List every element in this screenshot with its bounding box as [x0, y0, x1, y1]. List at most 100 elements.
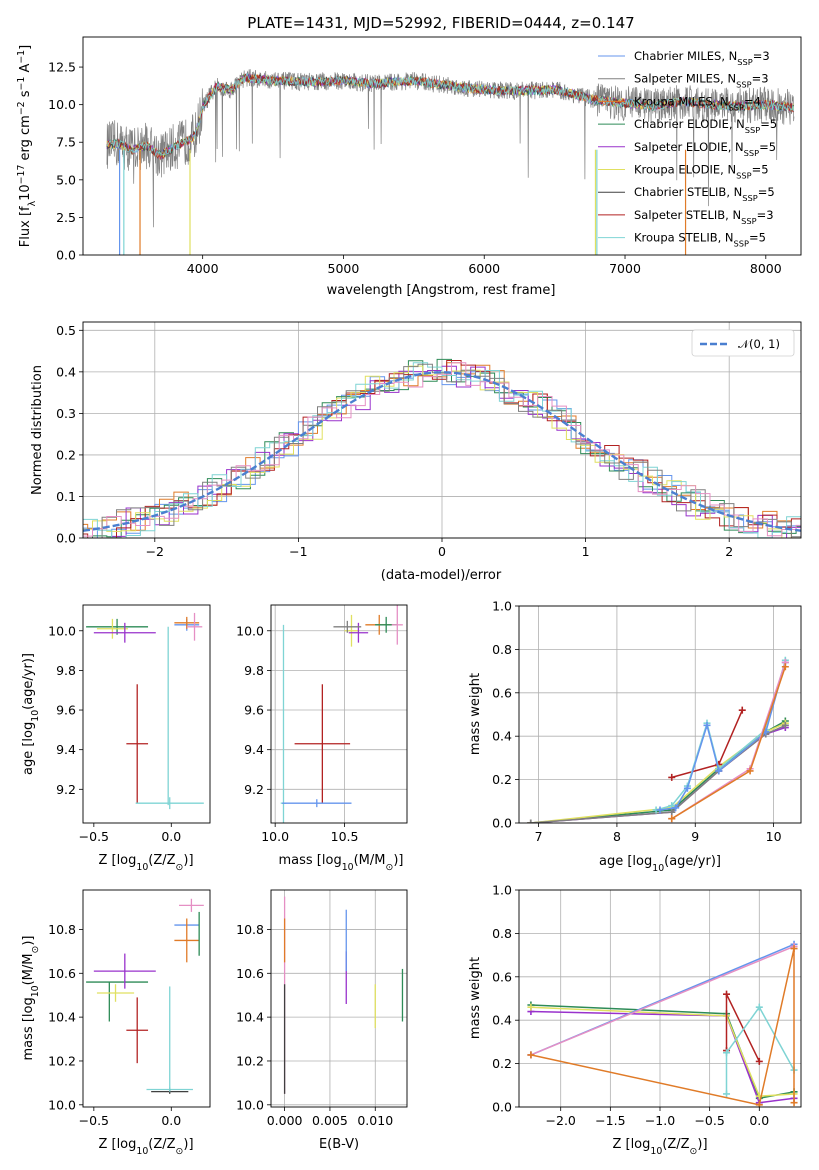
y-tick-label: 0.0: [56, 248, 76, 263]
legend-entry: Kroupa STELIB, NSSP=5: [634, 231, 766, 249]
series-marker: [672, 804, 680, 812]
x-tick-label: 4000: [187, 261, 219, 276]
y-tick-label: 10.2: [48, 1053, 76, 1068]
residual-histogram-panel: −2 −1 0 1 2 0.0 0.1 0.2 0.3 0.4 0.5: [56, 321, 802, 559]
axes-frame: [82, 36, 802, 256]
data-point: [96, 618, 128, 639]
series-line: [530, 724, 786, 823]
series-marker: [723, 1090, 731, 1098]
x-tick-label: 10.5: [331, 829, 359, 844]
y-axis-label: Flux [fλ10−17 erg cm−2 s−1 A−1]: [16, 45, 38, 247]
x-axis-label: Z [log10(Z/Z⊙)]: [612, 1137, 707, 1157]
data-point: [174, 918, 200, 963]
age-vs-metallicity-panel: −0.5 0.0 9.2 9.4 9.6 9.8 10.0: [48, 604, 211, 844]
axes-frame: [518, 889, 802, 1108]
y-tick-label: 0.6: [492, 969, 512, 984]
data-point: [348, 622, 369, 643]
x-tick-label: −0.5: [79, 829, 109, 844]
x-tick-label: 10.0: [261, 829, 289, 844]
series-marker: [781, 663, 789, 671]
axes-frame: [270, 604, 408, 824]
series-line: [725, 1005, 795, 1094]
gaussian-curve: [83, 371, 801, 532]
y-tick-label: 2.5: [56, 210, 76, 225]
data-point: [126, 997, 149, 1064]
y-axis-label: mass weight: [468, 673, 483, 755]
plot-area: [527, 656, 789, 823]
series: [723, 1003, 798, 1098]
series-marker: [790, 1099, 798, 1107]
y-tick-label: 10.4: [236, 1010, 264, 1025]
series: [527, 1001, 798, 1102]
model-spectrum: [106, 73, 795, 157]
series-marker: [746, 767, 754, 775]
x-tick-label: −1.5: [595, 1113, 625, 1128]
y-tick-label: 0.0: [492, 816, 512, 831]
y-tick-label: 9.4: [244, 742, 264, 757]
series-marker: [656, 806, 664, 814]
y-tick-label: 10.0: [48, 1097, 76, 1112]
x-axis-label: Z [log10(Z/Z⊙)]: [98, 1137, 193, 1157]
axes-frame: [518, 605, 802, 824]
plot-area: [86, 612, 204, 810]
y-axis-label: mass [log10(M/M⊙)]: [21, 936, 41, 1061]
x-tick-label: 0.010: [357, 1113, 393, 1128]
x-tick-label: 0.0: [161, 1113, 181, 1128]
series-marker: [527, 819, 535, 823]
y-tick-label: 0.8: [492, 642, 512, 657]
histogram-series: [83, 362, 801, 537]
y-tick-label: 10.8: [236, 922, 264, 937]
age-vs-mass-panel: 10.0 10.5 9.2 9.4 9.6 9.8 10.0: [236, 604, 408, 844]
histogram-series: [83, 362, 801, 538]
data-point: [96, 984, 135, 1002]
data-point: [126, 684, 149, 804]
x-axis-label: E(B-V): [319, 1137, 359, 1152]
legend-entry: Salpeter STELIB, NSSP=3: [634, 208, 774, 226]
x-axis-label: (data-model)/error: [381, 568, 502, 583]
series: [527, 1003, 798, 1100]
y-tick-label: 9.2: [56, 782, 76, 797]
y-tick-label: 10.2: [236, 1053, 264, 1068]
series-marker: [668, 815, 676, 823]
x-tick-label: 0.0: [749, 1113, 769, 1128]
y-tick-label: 0.3: [56, 406, 76, 421]
legend-entry: 𝒩(0, 1): [738, 337, 780, 351]
y-tick-label: 12.5: [48, 60, 76, 75]
x-tick-label: 0.005: [312, 1113, 348, 1128]
series: [652, 656, 789, 814]
histogram-series: [83, 365, 801, 538]
series-line: [530, 948, 795, 1106]
y-tick-label: 9.6: [56, 703, 76, 718]
axes-frame: [270, 889, 408, 1108]
x-tick-label: −0.5: [79, 1113, 109, 1128]
x-tick-label: −1: [289, 544, 307, 559]
series-line: [530, 1010, 795, 1104]
y-tick-label: 0.0: [56, 531, 76, 546]
y-tick-label: 10.0: [236, 1097, 264, 1112]
series-marker: [715, 767, 723, 775]
x-tick-label: 0.000: [267, 1113, 303, 1128]
x-tick-label: 9: [691, 829, 699, 844]
data-point: [186, 612, 203, 641]
y-tick-label: 0.5: [56, 323, 76, 338]
y-tick-label: 0.2: [56, 447, 76, 462]
y-axis-label: Normed distribution: [30, 365, 45, 495]
data-point: [294, 684, 351, 804]
series-marker: [668, 808, 676, 816]
x-tick-label: 7: [535, 829, 543, 844]
data-point: [333, 620, 362, 633]
series: [527, 945, 798, 1107]
spectrum-panel: 4000 5000 6000 7000 8000 0.0 2.5 5.0 7.5 10.0 12.5: [48, 36, 802, 276]
legend-entry: Kroupa ELODIE, NSSP=5: [634, 163, 769, 181]
y-tick-label: 9.8: [56, 663, 76, 678]
series-marker: [723, 990, 731, 998]
series-marker: [683, 784, 691, 792]
x-tick-label: −2: [146, 544, 164, 559]
mass-vs-metallicity-panel: −0.5 0.0 10.0 10.2 10.4 10.6 10.8: [48, 889, 211, 1128]
x-axis-label: mass [log10(M/M⊙)]: [279, 853, 404, 873]
y-axis-label: mass weight: [468, 957, 483, 1039]
legend-entry: Chabrier ELODIE, NSSP=5: [634, 117, 777, 135]
x-tick-label: −2.0: [546, 1113, 576, 1128]
series: [668, 663, 789, 823]
